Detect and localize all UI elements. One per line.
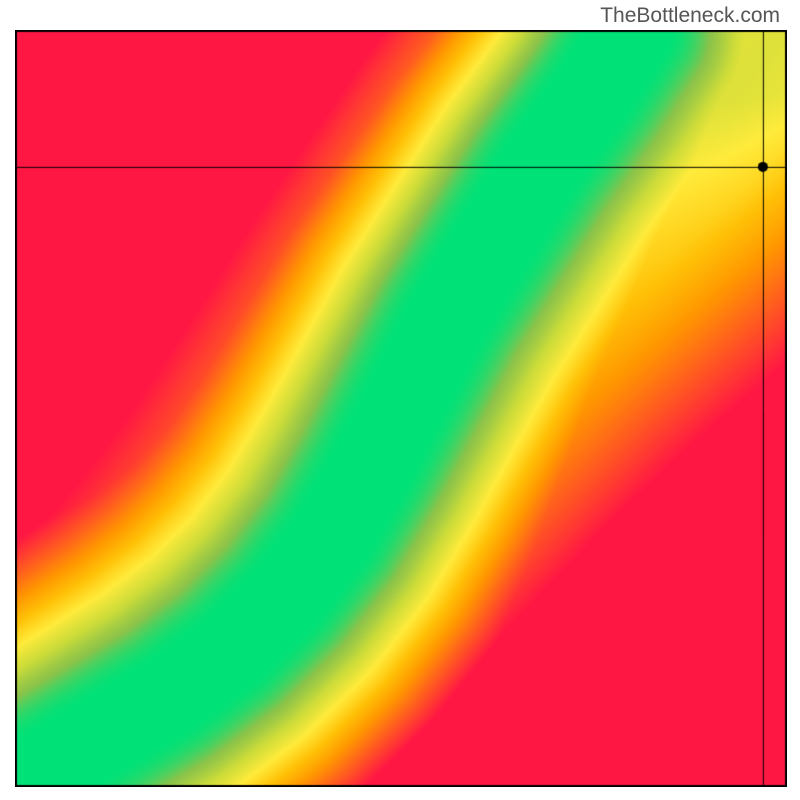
heatmap-chart bbox=[15, 30, 785, 785]
watermark-text: TheBottleneck.com bbox=[600, 4, 780, 28]
heatmap-canvas bbox=[15, 30, 787, 787]
